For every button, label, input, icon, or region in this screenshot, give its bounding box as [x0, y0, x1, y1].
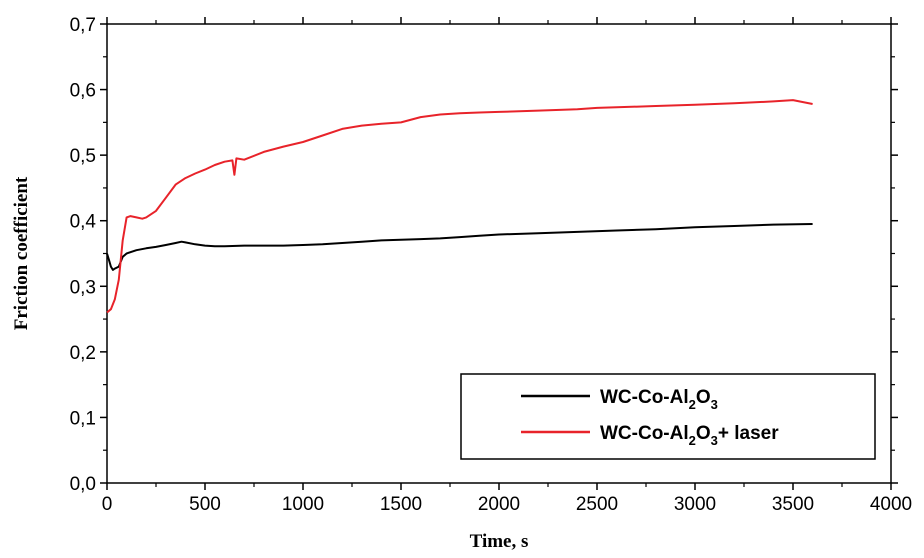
x-tick-label: 3000 [674, 494, 716, 515]
x-tick-label: 0 [102, 494, 113, 515]
legend-box [460, 373, 876, 460]
y-tick-label: 0,4 [70, 212, 97, 233]
x-tick-label: 3500 [772, 494, 814, 515]
axis-tick-labels: 0 500 1000 1500 2000 2500 3000 3500 4000 0,0 0,1 0,… [70, 15, 913, 515]
y-tick-label: 0,1 [70, 408, 96, 429]
y-tick-label: 0,7 [70, 15, 96, 36]
x-tick-label: 1500 [380, 494, 422, 515]
y-tick-label: 0,5 [70, 146, 96, 167]
series-lines [106, 99, 813, 314]
x-tick-label: 2000 [478, 494, 520, 515]
x-tick-label: 500 [189, 494, 221, 515]
series-line-2 [106, 99, 813, 314]
legend: WC-Co-Al2O3 WC-Co-Al2O3+ laser [460, 373, 876, 460]
y-tick-label: 0,6 [70, 81, 96, 102]
legend-label-1: WC-Co-Al2O3 [600, 387, 718, 412]
x-tick-label: 2500 [576, 494, 618, 515]
y-tick-label: 0,2 [70, 343, 96, 364]
series-line-1 [106, 223, 813, 271]
x-tick-label: 1000 [282, 494, 324, 515]
legend-label-2: WC-Co-Al2O3+ laser [600, 423, 779, 448]
axis-ticks [100, 17, 898, 490]
y-axis-title: Friction coefficient [11, 176, 32, 330]
x-tick-label: 4000 [870, 494, 912, 515]
x-axis-title: Time, s [470, 531, 529, 552]
y-tick-label: 0,0 [70, 474, 96, 495]
y-tick-label: 0,3 [70, 277, 96, 298]
